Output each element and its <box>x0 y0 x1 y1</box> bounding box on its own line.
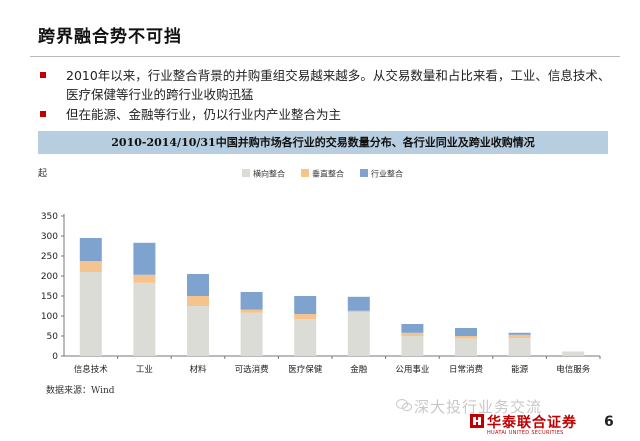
company-logo-subtext: HUATAI UNITED SECURITIES <box>487 430 564 436</box>
bar-segment <box>455 338 477 356</box>
x-tick-label: 材料 <box>189 364 207 375</box>
y-tick-label: 250 <box>41 252 58 262</box>
company-logo-text: 华泰联合证券 <box>487 415 577 431</box>
bar-segment <box>133 282 156 356</box>
bar-segment <box>508 332 531 335</box>
huatai-logo-icon <box>470 414 484 428</box>
bar-segment <box>133 242 156 275</box>
bar-segment <box>401 332 424 336</box>
x-tick-label: 金融 <box>350 364 368 375</box>
y-tick-label: 0 <box>52 352 58 362</box>
bullet-square-icon <box>40 111 46 117</box>
bar-segment <box>401 324 424 333</box>
x-tick-label: 可选消费 <box>235 364 270 375</box>
bullet-item: 但在能源、金融等行业，仍以行业内产业整合为主 <box>38 105 618 124</box>
bar-segment <box>401 336 424 356</box>
legend-label: 行业整合 <box>371 169 403 179</box>
legend-label: 垂直整合 <box>312 169 344 179</box>
y-tick-label: 300 <box>41 232 58 242</box>
bullet-list: 2010年以来，行业整合背景的并购重组交易越来越多。从交易数量和占比来看，工业、… <box>38 66 618 125</box>
bar-segment <box>508 334 531 338</box>
bar-segment <box>347 312 370 356</box>
title-divider <box>30 56 620 57</box>
bar-segment <box>240 309 263 313</box>
bar-segment <box>79 272 102 356</box>
bar-segment <box>294 319 317 356</box>
y-tick-label: 100 <box>41 312 58 322</box>
y-tick-label: 350 <box>41 212 58 222</box>
chart-title-banner: 2010-2014/10/31中国并购市场各行业的交易数量分布、各行业同业及跨业… <box>38 131 608 154</box>
bullet-text: 但在能源、金融等行业，仍以行业内产业整合为主 <box>66 107 342 122</box>
bar-segment <box>508 338 531 356</box>
y-tick-label: 200 <box>41 272 58 282</box>
bullet-square-icon <box>40 72 46 78</box>
data-source: 数据来源：Wind <box>46 386 115 396</box>
x-tick-label: 公用事业 <box>395 364 429 375</box>
bullet-text: 2010年以来，行业整合背景的并购重组交易越来越多。从交易数量和占比来看，工业、… <box>66 68 611 102</box>
bar-segment <box>187 296 209 306</box>
x-tick-label: 信息技术 <box>74 364 109 375</box>
y-tick-label: 150 <box>41 292 58 302</box>
x-tick-label: 电信服务 <box>556 364 591 375</box>
bar-segment <box>294 296 317 314</box>
legend-swatch <box>360 169 368 177</box>
bar-segment <box>347 296 370 311</box>
bar-segment <box>455 328 477 336</box>
y-tick-label: 50 <box>47 332 59 342</box>
x-tick-label: 工业 <box>136 364 153 375</box>
watermark-text: 深大投行业务交流 <box>414 398 543 416</box>
bar-segment <box>294 314 317 320</box>
bar-segment <box>79 238 102 262</box>
bar-segment <box>240 312 263 356</box>
bar-segment <box>455 336 477 339</box>
x-tick-label: 能源 <box>511 364 529 375</box>
bar-segment <box>79 261 102 272</box>
wechat-icon <box>396 398 412 412</box>
x-tick-label: 医疗保健 <box>288 364 323 375</box>
page-number: 6 <box>604 414 614 430</box>
bar-segment <box>240 292 263 310</box>
legend-swatch <box>301 169 309 177</box>
y-unit-label: 起 <box>38 168 47 179</box>
bar-segment <box>562 352 585 356</box>
bullet-item: 2010年以来，行业整合背景的并购重组交易越来越多。从交易数量和占比来看，工业、… <box>38 66 618 104</box>
bar-segment <box>187 306 209 356</box>
bar-segment <box>347 310 370 312</box>
legend-swatch <box>242 169 250 177</box>
legend-label: 横向整合 <box>253 169 285 179</box>
slide-title: 跨界融合势不可挡 <box>38 27 182 47</box>
bar-segment <box>133 274 156 283</box>
x-tick-label: 日常消费 <box>449 364 484 375</box>
bar-segment <box>187 274 209 296</box>
